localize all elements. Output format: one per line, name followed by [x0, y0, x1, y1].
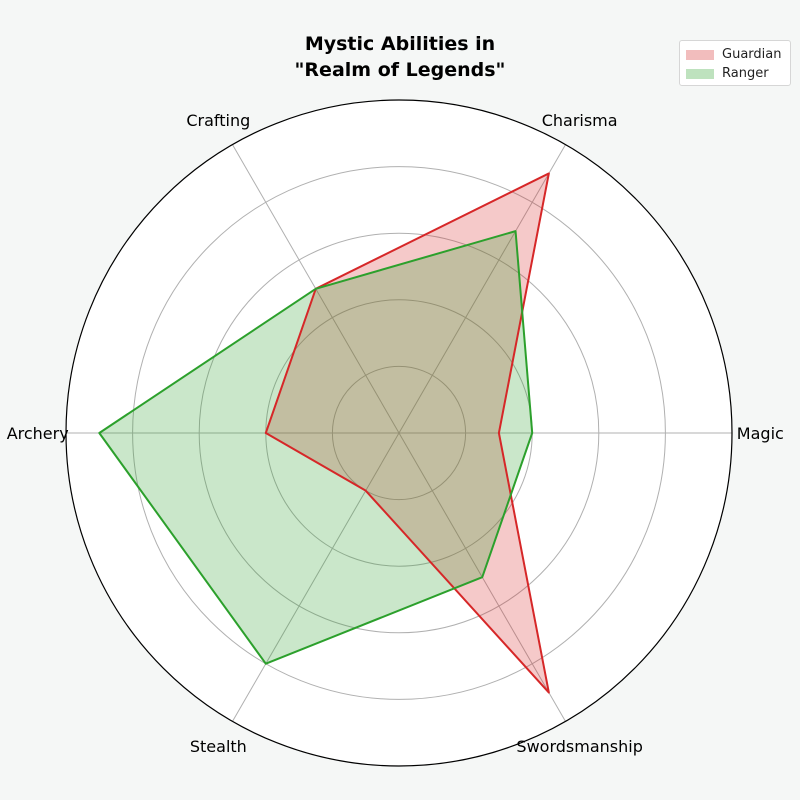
spoke-charisma [398, 144, 566, 434]
legend-item-guardian: Guardian [686, 45, 784, 64]
legend-label-guardian: Guardian [722, 47, 782, 62]
axis-label-stealth: Stealth [190, 737, 247, 756]
legend-swatch-guardian [686, 49, 714, 60]
chart-title-line-2: "Realm of Legends" [295, 59, 506, 81]
series-line-guardian [264, 172, 550, 694]
legend-item-ranger: Ranger [686, 64, 784, 83]
series-area-guardian [265, 173, 549, 693]
spoke-stealth [232, 432, 400, 722]
legend: Guardian Ranger [679, 40, 791, 86]
legend-swatch-ranger [686, 68, 714, 79]
chart-title-line-1: Mystic Abilities in [305, 33, 495, 55]
axis-label-swordsmanship: Swordsmanship [516, 737, 642, 756]
axis-label-charisma: Charisma [542, 111, 618, 130]
outer-frame [65, 99, 733, 767]
axis-label-magic: Magic [737, 424, 784, 443]
series-line-ranger [98, 230, 534, 665]
axis-label-crafting: Crafting [186, 111, 250, 130]
legend-label-ranger: Ranger [722, 66, 769, 81]
axis-label-archery: Archery [7, 424, 69, 443]
